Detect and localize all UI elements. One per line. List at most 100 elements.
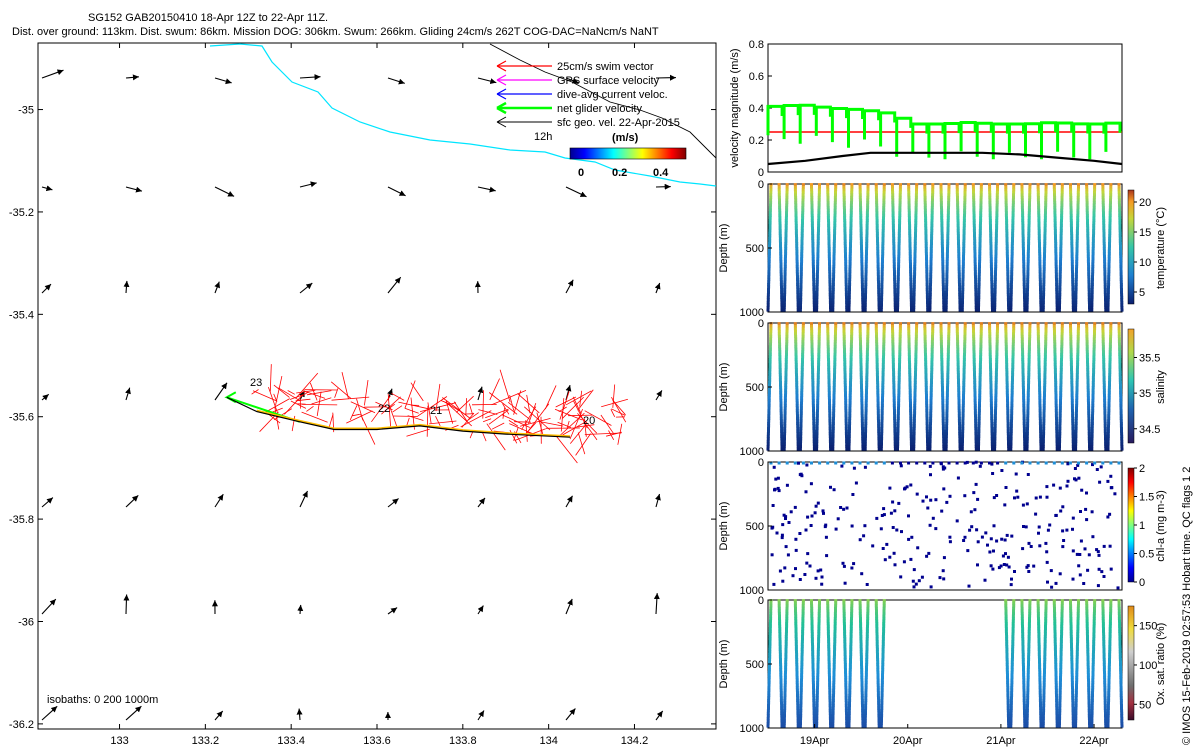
profile-point: [882, 208, 886, 212]
profile-point: [1004, 206, 1008, 210]
profile-point: [962, 393, 965, 397]
profile-point: [939, 329, 943, 333]
profile-point: [1058, 437, 1062, 441]
profile-point: [1069, 213, 1073, 217]
profile-point: [780, 445, 784, 448]
profile-point: [1042, 401, 1046, 405]
profile-point: [780, 290, 784, 294]
profile-point: [779, 419, 783, 423]
profile-point: [1053, 193, 1056, 197]
geo-arrow: [125, 74, 139, 81]
profile-point: [844, 414, 848, 418]
profile-point: [811, 229, 815, 233]
profile-point: [946, 352, 950, 356]
profile-point: [1010, 265, 1014, 269]
profile-point: [1092, 201, 1096, 205]
profile-point: [958, 432, 962, 436]
profile-point: [972, 363, 976, 367]
profile-point: [925, 283, 929, 286]
profile-point: [928, 306, 932, 309]
profile-point: [1005, 226, 1009, 230]
profile-point: [801, 352, 805, 356]
profile-point: [811, 239, 815, 243]
profile-point: [929, 383, 933, 387]
profile-point: [939, 203, 943, 207]
profile-point: [979, 342, 983, 346]
profile-point: [979, 334, 983, 338]
profile-point: [777, 188, 781, 192]
profile-point: [988, 347, 992, 351]
profile-point: [942, 429, 945, 433]
profile-point: [1053, 213, 1057, 217]
profile-point: [811, 388, 815, 392]
profile-point: [1044, 332, 1048, 336]
profile-point: [785, 190, 789, 194]
profile-point: [1093, 324, 1097, 328]
profile-point: [1101, 345, 1105, 349]
profile-point: [1021, 386, 1025, 390]
profile-point: [923, 350, 927, 354]
profile-point: [956, 363, 960, 367]
geo-arrow: [477, 77, 497, 85]
profile-point: [815, 432, 819, 436]
profile-point: [877, 288, 881, 292]
profile-point: [957, 254, 961, 258]
profile-point: [971, 183, 975, 187]
profile-point: [995, 358, 999, 361]
profile-point: [1104, 303, 1108, 307]
profile-point: [768, 221, 772, 225]
chla-point: [912, 585, 916, 589]
profile-point: [849, 358, 853, 361]
profile-point: [1118, 342, 1121, 346]
profile-point: [910, 447, 913, 451]
profile-point: [1022, 401, 1026, 405]
profile-point: [811, 368, 815, 372]
profile-point: [1058, 270, 1062, 274]
profile-point: [1108, 375, 1112, 379]
profile-point: [929, 267, 933, 271]
profile-point: [962, 375, 966, 379]
profile-point: [908, 368, 912, 372]
profile-point: [1022, 411, 1026, 415]
chla-point: [1085, 491, 1088, 495]
profile-point: [827, 368, 831, 372]
profile-point: [817, 193, 821, 197]
profile-point: [1042, 272, 1046, 276]
profile-point: [1118, 242, 1122, 245]
profile-point: [988, 183, 991, 187]
swim-vector: [559, 391, 570, 420]
profile-point: [1022, 288, 1026, 292]
profile-point: [828, 437, 832, 441]
chla-point: [893, 509, 897, 513]
chla-point: [909, 557, 913, 561]
profile-point: [863, 308, 867, 312]
profile-point: [1087, 300, 1091, 304]
profile-point: [831, 439, 835, 443]
profile-point: [1043, 216, 1047, 220]
profile-point: [1119, 386, 1122, 390]
profile-point: [1020, 185, 1024, 189]
profile-point: [893, 280, 897, 284]
profile-point: [1103, 406, 1107, 410]
profile-point: [882, 334, 886, 338]
profile-point: [810, 355, 814, 359]
profile-point: [1022, 275, 1026, 279]
profile-point: [828, 401, 831, 405]
profile-point: [1101, 208, 1105, 212]
profile-point: [1004, 332, 1008, 336]
profile-point: [973, 370, 976, 374]
profile-point: [1011, 358, 1015, 361]
profile-point: [1010, 404, 1014, 408]
profile-point: [1059, 373, 1063, 377]
profile-point: [940, 219, 944, 222]
profile-point: [812, 300, 816, 304]
profile-point: [993, 439, 997, 443]
glider-track: [226, 396, 571, 438]
profile-point: [909, 414, 913, 418]
profile-point: [848, 265, 852, 269]
profile-point: [795, 391, 799, 395]
profile-point: [977, 288, 981, 292]
profile-point: [1120, 434, 1124, 438]
profile-point: [1058, 442, 1061, 446]
profile-point: [1119, 254, 1123, 258]
